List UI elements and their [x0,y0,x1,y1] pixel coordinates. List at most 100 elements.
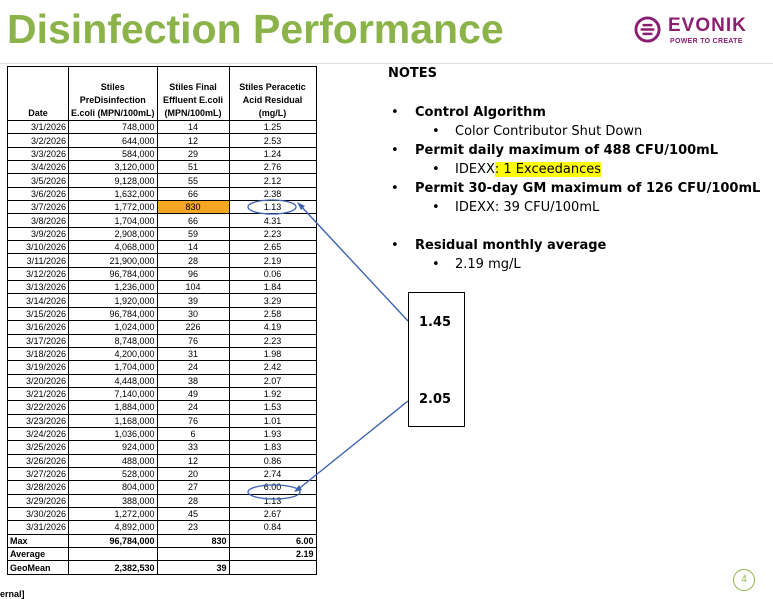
cell-acid-residual: 3.29 [228,293,317,308]
cell-acid-residual: 2.42 [228,360,317,375]
cell-acid-residual: 2.07 [228,373,317,388]
cell-date: 3/19/2026 [7,360,69,375]
cell-final-effluent: 33 [156,440,230,455]
summary-row-average: Average 2.19 [7,546,317,562]
table-row: 3/26/2026 488,000 12 0.86 [7,453,317,468]
cell-date: 3/8/2026 [7,213,69,228]
table-row: 3/16/2026 1,024,000 226 4.19 [7,320,317,335]
note-idexx-daily: IDEXX: 1 Exceedances [388,160,768,179]
cell-date: 3/27/2026 [7,466,69,482]
table-row: 3/21/2026 7,140,000 49 1.92 [7,386,317,402]
cell-date: 3/28/2026 [7,480,69,495]
cell-date: 3/29/2026 [7,493,69,508]
logo-wordmark: EVONIK [668,15,747,36]
idexx-label: IDEXX [455,162,495,177]
table-header-row: Date Stiles PreDisinfection E.coli (MPN/… [7,66,317,121]
cell-predisinfection: 96,784,000 [68,306,158,322]
summary-acid-value [228,560,317,575]
note-control-algorithm: Control Algorithm [388,103,768,122]
residual-callout-box: 1.45 2.05 [408,292,465,427]
cell-predisinfection: 1,168,000 [68,413,158,428]
cell-acid-residual: 1.01 [228,413,317,428]
table-row: 3/17/2026 8,748,000 76 2.23 [7,333,317,348]
cell-final-effluent: 39 [156,293,230,308]
circle-annotation-3-7 [247,199,297,215]
cell-date: 3/15/2026 [7,306,69,322]
header-date: Date [7,66,69,121]
header-pre-line1: Stiles [100,82,125,92]
table-row: 3/9/2026 2,908,000 59 2.23 [7,226,317,242]
cell-date: 3/22/2026 [7,400,69,415]
cell-final-effluent: 38 [156,373,230,388]
arrow-line-top [298,203,409,322]
header-predisinfection: Stiles PreDisinfection E.coli (MPN/100mL… [68,66,158,121]
cell-date: 3/26/2026 [7,453,69,468]
table-row: 3/18/2026 4,200,000 31 1.98 [7,346,317,362]
table-row: 3/28/2026 804,000 27 6.00 [7,480,317,495]
table-row: 3/30/2026 1,272,000 45 2.67 [7,506,317,522]
cell-date: 3/24/2026 [7,426,69,442]
evonik-logo: EVONIK POWER TO CREATE [634,14,754,50]
table-row: 3/13/2026 1,236,000 104 1.84 [7,280,317,295]
cell-date: 3/23/2026 [7,413,69,428]
table-row: 3/8/2026 1,704,000 66 4.31 [7,213,317,228]
summary-final-value: 39 [156,560,230,575]
header-acid-residual: Stiles Peracetic Acid Residual (mg/L) [228,66,317,121]
note-permit-daily: Permit daily maximum of 488 CFU/100mL [388,141,768,160]
cell-predisinfection: 4,448,000 [68,373,158,388]
table-row: 3/24/2026 1,036,000 6 1.93 [7,426,317,442]
table-row: 3/15/2026 96,784,000 30 2.58 [7,306,317,322]
table-row: 3/11/2026 21,900,000 28 2.19 [7,253,317,268]
notes-panel: NOTES Control Algorithm Color Contributo… [388,66,768,274]
table-row: 3/14/2026 1,920,000 39 3.29 [7,293,317,308]
summary-row-geomean: GeoMean 2,382,530 39 [7,560,317,575]
cell-acid-residual: 6.00 [228,480,317,495]
note-color-contributor: Color Contributor Shut Down [388,122,768,141]
cell-final-effluent: 76 [156,333,230,348]
page-title: Disinfection Performance [7,6,504,52]
header-final-effluent: Stiles Final Effluent E.coli (MPN/100mL) [156,66,230,121]
cell-date: 3/13/2026 [7,280,69,295]
cell-acid-residual: 2.74 [228,466,317,482]
header-acid-line3: (mg/L) [258,108,287,118]
cell-acid-residual: 1.84 [228,280,317,295]
cell-acid-residual: 1.53 [228,400,317,415]
cell-predisinfection: 388,000 [68,493,158,508]
cell-date: 3/20/2026 [7,373,69,388]
table-row: 3/27/2026 528,000 20 2.74 [7,466,317,482]
header-pre-line2: PreDisinfection [79,95,146,105]
table-summary: Max 96,784,000 830 6.00 Average 2.19 Geo… [7,533,317,575]
cell-date: 3/18/2026 [7,346,69,362]
table-row: 3/12/2026 96,784,000 96 0.06 [7,266,317,282]
header-acid-line2: Acid Residual [242,95,303,105]
table-row: 3/25/2026 924,000 33 1.83 [7,440,317,455]
table-row: 3/2/2026 644,000 12 2.53 [7,133,317,148]
cell-acid-residual: 1.93 [228,426,317,442]
header-acid-line1: Stiles Peracetic [239,82,306,92]
callout-value-top: 1.45 [419,315,452,330]
cell-predisinfection: 804,000 [68,480,158,495]
cell-date: 3/12/2026 [7,266,69,282]
note-permit-30day: Permit 30-day GM maximum of 126 CFU/100m… [388,179,768,198]
evonik-logo-icon [634,16,661,43]
notes-title: NOTES [388,66,438,81]
table-row: 3/5/2026 9,128,000 55 2.12 [7,173,317,188]
cell-acid-residual: 2.58 [228,306,317,322]
arrowhead-bottom [294,485,302,492]
cell-acid-residual: 4.19 [228,320,317,335]
cell-acid-residual: 0.86 [228,453,317,468]
summary-row-max: Max 96,784,000 830 6.00 [7,533,317,549]
arrowhead-top [297,202,305,210]
table-row: 3/22/2026 1,884,000 24 1.53 [7,400,317,415]
cell-date: 3/11/2026 [7,253,69,268]
table-body: 3/1/2026 748,000 14 1.25 3/2/2026 644,000 12 2.… [7,119,317,535]
cell-date: 3/14/2026 [7,293,69,308]
header-fin-line2: Effluent E.coli [163,95,224,105]
cell-predisinfection: 528,000 [68,466,158,482]
cell-acid-residual: 1.13 [228,493,317,508]
cell-final-effluent: 28 [156,253,230,268]
note-residual-average: Residual monthly average [388,236,768,255]
cell-date: 3/25/2026 [7,440,69,455]
cell-acid-residual: 0.06 [228,266,317,282]
cell-acid-residual: 1.83 [228,440,317,455]
